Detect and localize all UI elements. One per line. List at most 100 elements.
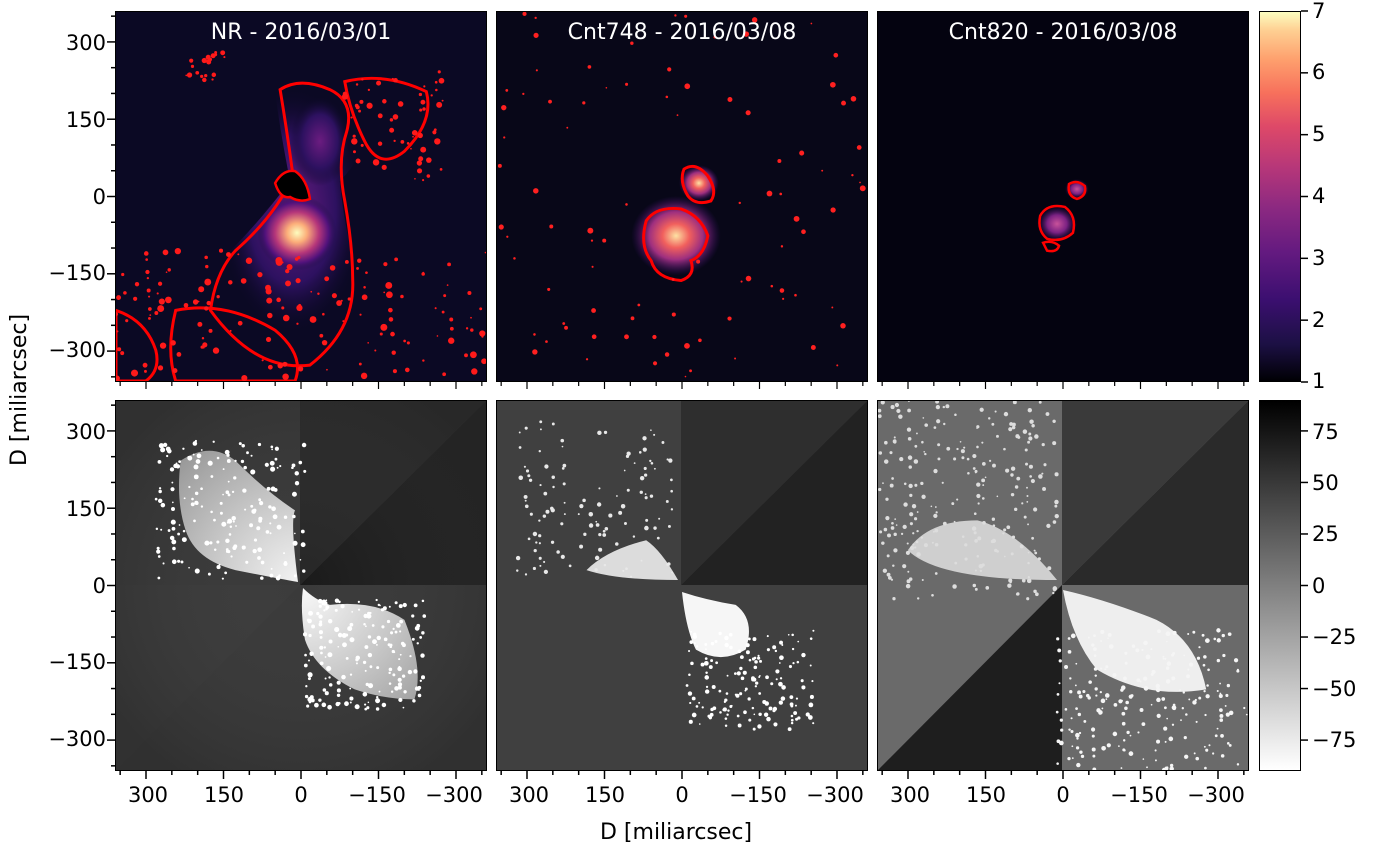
speckle bbox=[1088, 680, 1092, 684]
speckle bbox=[532, 349, 538, 355]
speckle bbox=[420, 99, 426, 105]
speckle bbox=[1156, 713, 1161, 719]
speckle bbox=[308, 633, 312, 638]
speckle bbox=[1078, 694, 1083, 699]
speckle bbox=[1165, 631, 1171, 637]
speckle bbox=[1171, 676, 1176, 681]
speckle bbox=[162, 562, 165, 565]
speckle bbox=[1026, 578, 1032, 584]
speckle bbox=[337, 645, 340, 648]
speckle bbox=[192, 299, 199, 305]
speckle bbox=[907, 437, 912, 441]
speckle bbox=[398, 697, 403, 703]
speckle bbox=[674, 14, 677, 17]
speckle bbox=[172, 501, 174, 504]
speckle bbox=[347, 626, 353, 632]
speckle bbox=[1029, 419, 1034, 424]
speckle bbox=[956, 498, 959, 501]
speckle bbox=[1112, 673, 1117, 677]
speckle bbox=[265, 530, 270, 534]
speckle bbox=[738, 724, 741, 728]
speckle bbox=[400, 641, 405, 646]
speckle bbox=[344, 260, 349, 264]
speckle bbox=[226, 459, 231, 463]
speckle bbox=[757, 724, 762, 729]
speckle bbox=[560, 554, 565, 559]
speckle bbox=[1075, 662, 1078, 665]
speckle bbox=[321, 599, 327, 604]
speckle bbox=[200, 74, 204, 78]
speckle bbox=[1008, 427, 1013, 432]
speckle bbox=[1107, 632, 1112, 637]
speckle bbox=[967, 471, 970, 475]
speckle bbox=[604, 526, 609, 531]
speckle bbox=[766, 190, 773, 197]
speckle bbox=[538, 542, 541, 545]
speckle bbox=[942, 405, 946, 409]
speckle bbox=[1216, 727, 1219, 730]
speckle bbox=[545, 340, 548, 343]
speckle bbox=[422, 107, 426, 111]
speckle bbox=[907, 570, 910, 573]
speckle bbox=[409, 655, 412, 658]
speckle bbox=[197, 321, 203, 327]
speckle bbox=[204, 73, 208, 78]
speckle bbox=[374, 349, 377, 352]
speckle bbox=[211, 72, 217, 78]
speckle bbox=[831, 306, 834, 309]
speckle bbox=[397, 685, 402, 690]
speckle bbox=[718, 631, 722, 636]
speckle bbox=[185, 74, 188, 77]
speckle bbox=[257, 547, 263, 553]
speckle bbox=[615, 495, 618, 497]
speckle bbox=[1180, 719, 1182, 722]
speckle bbox=[666, 458, 669, 461]
speckle bbox=[1243, 706, 1246, 710]
speckle bbox=[188, 485, 191, 489]
speckle bbox=[532, 531, 538, 537]
speckle bbox=[602, 533, 607, 537]
speckle bbox=[935, 511, 938, 514]
speckle bbox=[1168, 736, 1174, 742]
speckle bbox=[286, 264, 293, 271]
speckle bbox=[354, 704, 360, 710]
speckle bbox=[1037, 557, 1041, 561]
speckle bbox=[375, 644, 378, 646]
speckle bbox=[1196, 656, 1201, 660]
speckle bbox=[632, 535, 636, 538]
speckle bbox=[1156, 739, 1161, 744]
speckle bbox=[311, 624, 316, 629]
speckle bbox=[941, 481, 944, 484]
speckle bbox=[1222, 653, 1226, 658]
speckle bbox=[885, 497, 889, 501]
speckle bbox=[183, 303, 189, 308]
speckle bbox=[856, 145, 862, 150]
speckle bbox=[426, 157, 432, 163]
panel-nr-angle bbox=[115, 400, 487, 771]
speckle bbox=[178, 524, 181, 526]
speckle bbox=[1069, 677, 1072, 680]
speckle bbox=[594, 568, 598, 572]
speckle bbox=[154, 497, 158, 501]
speckle bbox=[1026, 500, 1029, 503]
speckle bbox=[367, 88, 371, 92]
speckle bbox=[1218, 694, 1223, 699]
contour-line bbox=[1067, 180, 1087, 201]
speckle bbox=[1204, 638, 1210, 644]
x-tick-label: 0 bbox=[1056, 783, 1070, 807]
x-tick-label: −150 bbox=[1110, 783, 1168, 807]
speckle bbox=[300, 542, 306, 548]
speckle bbox=[449, 326, 454, 331]
speckle bbox=[524, 426, 528, 430]
speckle bbox=[859, 185, 866, 192]
speckle bbox=[779, 655, 784, 661]
speckle bbox=[281, 306, 285, 310]
speckle bbox=[1038, 401, 1042, 404]
speckle bbox=[736, 671, 741, 676]
speckle bbox=[158, 298, 165, 305]
speckle bbox=[690, 661, 694, 666]
speckle bbox=[116, 375, 120, 381]
speckle bbox=[793, 711, 798, 715]
speckle bbox=[402, 602, 407, 608]
speckle bbox=[191, 497, 194, 501]
